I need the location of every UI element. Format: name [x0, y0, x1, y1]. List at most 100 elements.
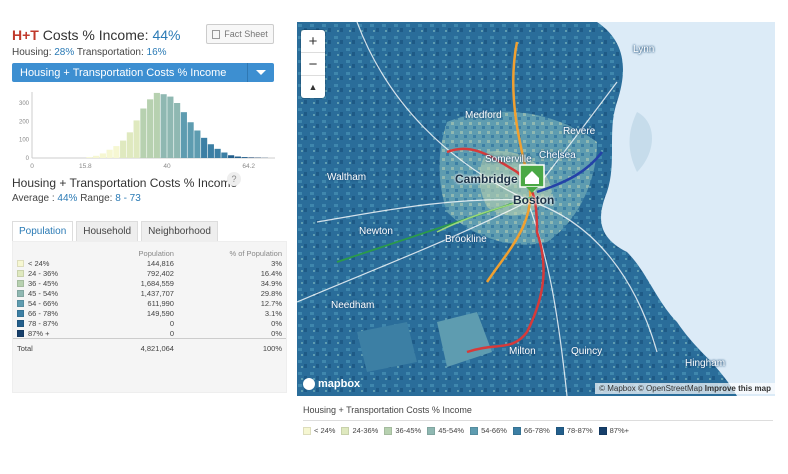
histogram-bar	[167, 96, 174, 158]
document-icon	[212, 29, 221, 39]
tab-household[interactable]: Household	[76, 221, 139, 241]
legend-label: 78-87%	[566, 426, 593, 435]
legend-swatch	[512, 426, 521, 435]
histogram-bar	[106, 149, 113, 158]
percent-cell: 3%	[271, 258, 282, 268]
histogram-bar	[120, 140, 127, 158]
help-icon[interactable]: ?	[227, 172, 241, 186]
total-population: 4,821,064	[100, 338, 178, 354]
histogram-bar	[99, 153, 106, 158]
population-table: Population % of Population < 24% 144,816 3…	[12, 241, 287, 393]
fact-sheet-label: Fact Sheet	[224, 29, 268, 39]
transport-value: 16%	[146, 47, 167, 58]
improve-map-link[interactable]: Improve this map	[704, 384, 771, 393]
legend-label: 87%+	[609, 426, 630, 435]
table-row: 78 - 87% 0 0%	[13, 318, 286, 328]
table-row: 45 - 54% 1,437,707 29.8%	[13, 288, 286, 298]
select-toggle[interactable]	[247, 63, 274, 82]
histogram-bar	[241, 157, 248, 158]
histogram-bar	[234, 156, 241, 158]
home-marker-icon	[519, 164, 545, 193]
tab-population[interactable]: Population	[12, 221, 74, 241]
x-tick-label: 40	[163, 163, 171, 170]
histogram-bar	[126, 132, 133, 158]
map-label-chelsea: Chelsea	[539, 150, 576, 161]
population-cell: 1,684,559	[140, 278, 174, 288]
metric-title: Housing + Transportation Costs % Income	[12, 176, 238, 190]
range-label: 87% +	[28, 328, 50, 338]
zoom-in-button[interactable]: +	[301, 30, 325, 53]
average-label: Average :	[12, 193, 58, 204]
table-row: 54 - 66% 611,990 12.7%	[13, 298, 286, 308]
total-percent: 100%	[177, 338, 286, 354]
histogram-bar	[113, 146, 120, 158]
zoom-out-button[interactable]: −	[301, 53, 325, 76]
choropleth-map[interactable]	[297, 22, 775, 396]
compass-button[interactable]: ▲	[308, 82, 318, 92]
color-swatch	[17, 319, 24, 327]
legend-item: 45-54%	[427, 426, 464, 435]
legend-title: Housing + Transportation Costs % Income	[303, 405, 472, 415]
histogram-bar	[147, 99, 154, 158]
average-value: 44%	[57, 193, 78, 204]
color-swatch	[17, 259, 24, 267]
population-cell: 144,816	[146, 258, 174, 268]
zoom-controls: + − ▲	[301, 30, 325, 98]
map-label-waltham: Waltham	[327, 172, 367, 183]
color-swatch	[17, 309, 24, 317]
mapbox-logo[interactable]: mapbox	[303, 378, 360, 390]
legend-label: < 24%	[314, 426, 336, 435]
percent-cell: 0%	[271, 318, 282, 328]
legend-swatch	[303, 426, 311, 435]
metric-select-value: Housing + Transportation Costs % Income	[20, 66, 227, 79]
col-percent: % of Population	[229, 248, 282, 258]
color-swatch	[17, 279, 24, 287]
table-row: 24 - 36% 792,402 16.4%	[13, 268, 286, 278]
range-label: 66 - 78%	[28, 308, 59, 318]
tab-neighborhood[interactable]: Neighborhood	[141, 221, 218, 241]
population-cell: 1,437,707	[140, 288, 174, 298]
percent-cell: 0%	[271, 328, 282, 338]
mapbox-icon	[303, 378, 315, 390]
percent-cell: 12.7%	[260, 298, 282, 308]
fact-sheet-button[interactable]: Fact Sheet	[206, 24, 274, 44]
population-cell: 611,990	[147, 298, 174, 308]
population-cell: 792,402	[146, 268, 174, 278]
population-cell: 149,590	[146, 308, 174, 318]
histogram-bar	[86, 157, 93, 158]
color-swatch	[17, 329, 24, 337]
histogram-bar	[160, 94, 167, 158]
map-label-lynn: Lynn	[633, 44, 655, 55]
legend-swatch	[427, 426, 436, 435]
color-swatch	[17, 299, 24, 307]
percent-cell: 29.8%	[260, 288, 282, 298]
title-value: 44%	[152, 27, 181, 43]
col-range	[13, 242, 100, 258]
histogram-bar	[133, 120, 140, 158]
x-tick-label: 15.8	[79, 163, 92, 170]
range-cell: 24 - 36%	[13, 268, 100, 278]
map-label-quincy: Quincy	[571, 346, 603, 357]
legend-item: 66-78%	[512, 426, 550, 435]
metric-select[interactable]: Housing + Transportation Costs % Income	[12, 63, 274, 82]
map-view[interactable]: Lynn Medford Revere Somerville Chelsea C…	[297, 22, 775, 396]
histogram-bar	[214, 148, 221, 158]
x-tick-label: 64.2	[242, 163, 255, 170]
y-tick-label: 200	[19, 119, 30, 125]
table-total-row: Total 4,821,064 100%	[13, 338, 286, 354]
range-cell: 78 - 87%	[13, 318, 100, 328]
map-label-cambridge: Cambridge	[455, 172, 518, 186]
range-label: Range:	[80, 193, 116, 204]
map-label-medford: Medford	[465, 110, 502, 121]
transport-label: Transportation:	[74, 47, 147, 58]
range-cell: 66 - 78%	[13, 308, 100, 318]
range-cell: 54 - 66%	[13, 298, 100, 308]
histogram-bar	[248, 157, 255, 158]
y-tick-label: 0	[26, 156, 30, 162]
legend-divider	[303, 420, 773, 421]
table-row: 36 - 45% 1,684,559 34.9%	[13, 278, 286, 288]
chevron-down-icon	[256, 70, 266, 75]
color-swatch	[17, 269, 24, 277]
page-title: H+T Costs % Income: 44%	[12, 27, 180, 43]
population-cell: 0	[169, 328, 174, 338]
